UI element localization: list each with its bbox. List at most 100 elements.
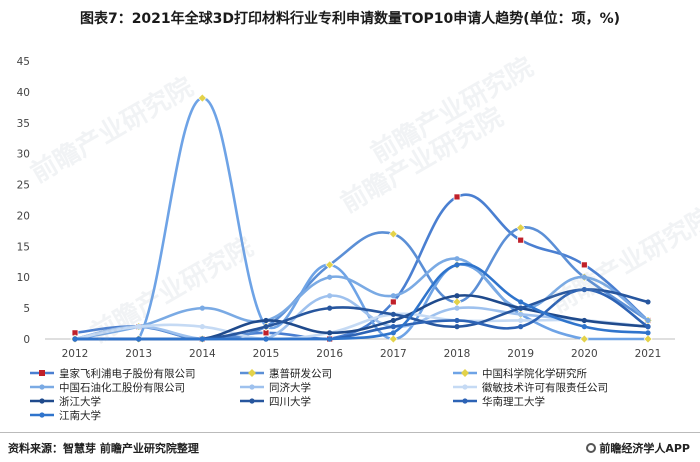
brand-logo-icon: [586, 443, 597, 453]
source-note: 资料来源：智慧芽 前瞻产业研究院整理: [8, 442, 199, 455]
series-line: [73, 294, 650, 341]
y-tick-label: 25: [17, 180, 30, 192]
data-point-marker: [518, 311, 524, 317]
x-tick-label: 2020: [571, 348, 598, 360]
data-point-marker: [197, 93, 207, 103]
y-tick-label: 0: [23, 334, 30, 346]
data-point-marker: [643, 334, 653, 344]
legend-item: 徽敏技术许可有限责任公司: [453, 381, 608, 394]
legend-item: 同济大学: [240, 381, 311, 394]
legend-label: 惠普研发公司: [269, 367, 332, 380]
data-point-marker: [390, 317, 396, 324]
legend-label: 浙江大学: [59, 395, 101, 408]
legend-marker: [39, 398, 45, 404]
data-point-marker: [390, 311, 396, 317]
data-point-marker: [327, 274, 333, 280]
brand-label: 前瞻经济学人APP: [586, 440, 690, 456]
data-point-marker: [263, 324, 269, 330]
data-point-marker: [199, 324, 205, 330]
legend-label: 徽敏技术许可有限责任公司: [482, 381, 608, 394]
x-tick-label: 2015: [253, 348, 280, 360]
data-point-marker: [518, 299, 524, 305]
legend-item: 中国石油化工股份有限公司: [30, 381, 185, 394]
data-point-marker: [518, 324, 524, 330]
data-point-marker: [263, 336, 269, 342]
legend-marker: [249, 384, 255, 390]
legend-marker: [39, 370, 45, 376]
legend-item: 中国科学院化学研究所: [453, 367, 587, 380]
legend-label: 中国科学院化学研究所: [482, 367, 587, 380]
data-point-marker: [199, 336, 205, 342]
x-tick-label: 2012: [62, 348, 89, 360]
data-point-marker: [263, 317, 269, 324]
legend-item: 惠普研发公司: [240, 367, 332, 380]
data-point-marker: [579, 334, 589, 344]
data-point-marker: [452, 297, 462, 307]
data-point-marker: [390, 324, 396, 330]
data-point-marker: [327, 336, 333, 342]
chart-title: 图表7：2021年全球3D打印材料行业专利申请数量TOP10申请人趋势(单位：项…: [79, 11, 621, 27]
legend-marker: [462, 398, 468, 404]
x-axis-ticks: 2012 2013 2014 2015 2016 2017 2018 2019 2020 2021: [62, 348, 662, 360]
data-point-marker: [390, 293, 396, 299]
data-point-marker: [454, 324, 460, 330]
data-point-marker: [388, 334, 398, 344]
y-tick-label: 30: [17, 149, 30, 161]
data-point-marker: [454, 256, 460, 262]
y-tick-label: 20: [17, 210, 30, 222]
y-tick-label: 5: [23, 303, 30, 315]
y-tick-label: 15: [17, 241, 30, 253]
data-point-marker: [581, 274, 587, 280]
series-line: [73, 257, 650, 341]
data-point-marker: [580, 261, 588, 269]
legend-label: 华南理工大学: [482, 395, 545, 408]
data-point-marker: [327, 305, 333, 311]
x-tick-label: 2013: [125, 348, 152, 360]
y-tick-label: 40: [17, 87, 30, 99]
series-line: [73, 262, 650, 341]
legend-label: 江南大学: [59, 409, 101, 422]
series-line: [73, 312, 650, 341]
data-point-marker: [453, 193, 461, 201]
data-point-marker: [645, 330, 651, 336]
legend-item: 皇家飞利浦电子股份有限公司: [30, 367, 196, 380]
data-point-marker: [518, 317, 524, 324]
legend-marker: [248, 369, 256, 377]
data-point-marker: [645, 299, 651, 305]
data-point-marker: [454, 305, 460, 311]
data-point-marker: [581, 324, 587, 330]
data-point-marker: [136, 324, 142, 330]
legend: 皇家飞利浦电子股份有限公司 惠普研发公司 中国科学院化学研究所中国石油化工股份有限公…: [30, 367, 608, 422]
x-tick-label: 2016: [316, 348, 343, 360]
data-point-marker: [327, 330, 333, 336]
y-tick-label: 45: [17, 56, 30, 68]
data-point-marker: [325, 260, 335, 270]
legend-label: 同济大学: [269, 381, 311, 394]
legend-marker: [461, 369, 469, 377]
legend-label: 皇家飞利浦电子股份有限公司: [59, 367, 196, 380]
data-point-marker: [516, 223, 526, 233]
data-point-marker: [645, 317, 651, 324]
x-tick-label: 2017: [380, 348, 407, 360]
data-point-marker: [388, 229, 398, 239]
data-point-marker: [454, 293, 460, 299]
legend-label: 四川大学: [269, 395, 311, 408]
legend-marker: [39, 412, 45, 418]
data-point-marker: [136, 336, 142, 342]
x-tick-label: 2021: [635, 348, 662, 360]
data-point-marker: [390, 330, 396, 336]
legend-marker: [462, 384, 468, 390]
y-tick-label: 10: [17, 272, 30, 284]
legend-marker: [249, 398, 255, 404]
data-point-marker: [327, 293, 333, 299]
legend-label: 中国石油化工股份有限公司: [59, 381, 185, 394]
data-point-marker: [517, 236, 525, 244]
data-point-marker: [454, 262, 460, 268]
data-point-marker: [581, 286, 587, 293]
legend-item: 华南理工大学: [453, 395, 545, 408]
data-point-marker: [645, 324, 651, 330]
data-point-marker: [72, 336, 78, 342]
legend-marker: [39, 384, 45, 390]
data-point-marker: [518, 305, 524, 311]
